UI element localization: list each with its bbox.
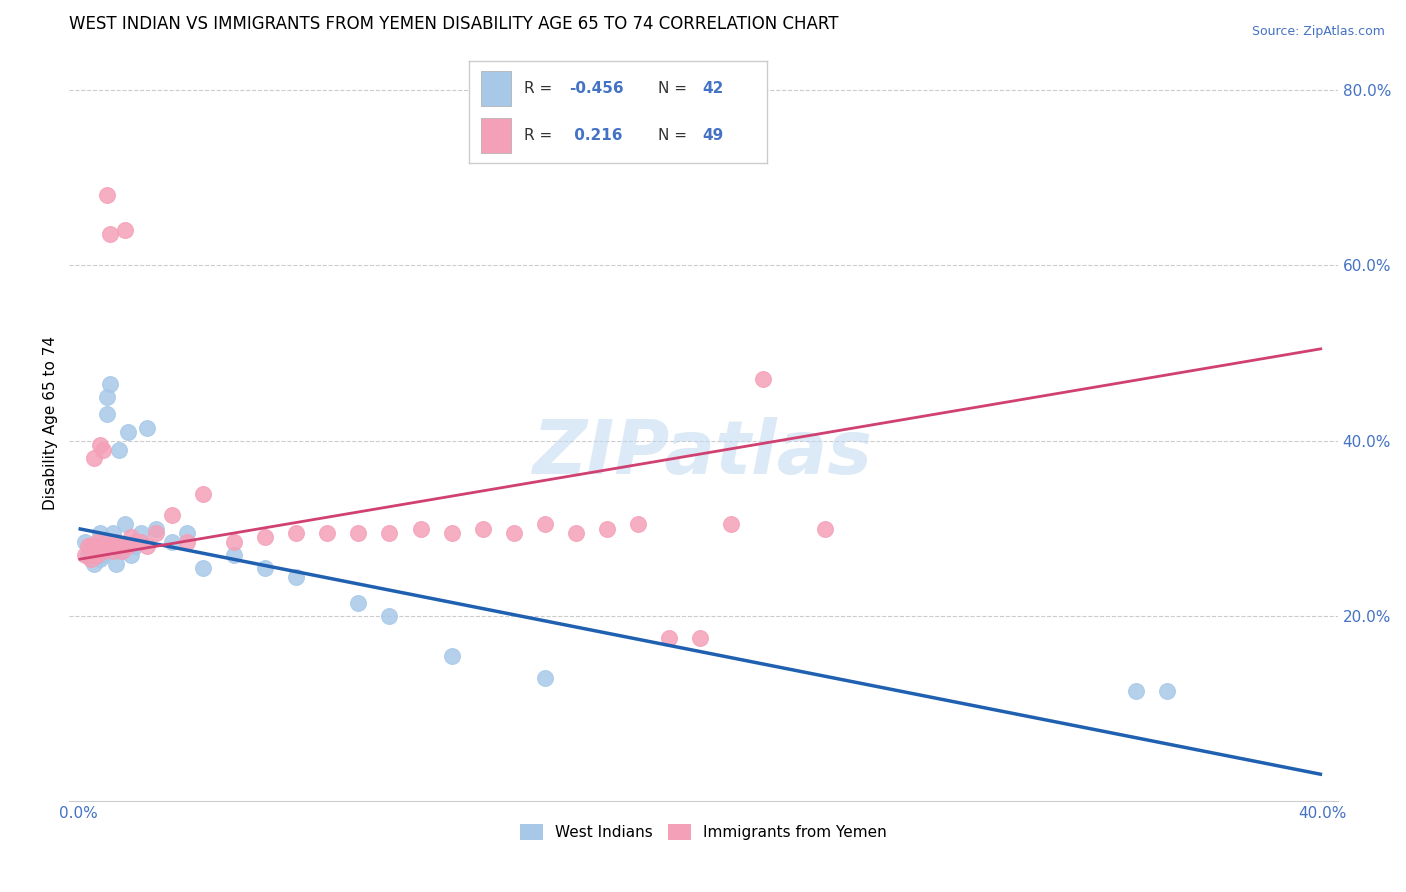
Point — [108, 539, 131, 553]
Point — [80, 552, 103, 566]
Point — [596, 522, 619, 536]
Point — [689, 632, 711, 646]
Text: WEST INDIAN VS IMMIGRANTS FROM YEMEN DISABILITY AGE 65 TO 74 CORRELATION CHART: WEST INDIAN VS IMMIGRANTS FROM YEMEN DIS… — [69, 15, 839, 33]
Point — [89, 552, 111, 566]
Point — [145, 526, 167, 541]
Point — [98, 539, 121, 553]
Point — [83, 451, 105, 466]
Point — [111, 543, 134, 558]
Point — [89, 539, 111, 553]
Point — [751, 372, 773, 386]
Point — [83, 548, 105, 562]
Point — [316, 526, 339, 541]
Point — [254, 531, 277, 545]
Point — [77, 539, 100, 553]
Point — [117, 425, 139, 439]
Point — [440, 526, 463, 541]
Point — [101, 543, 124, 558]
Point — [120, 548, 142, 562]
Point — [440, 648, 463, 663]
Point — [96, 188, 118, 202]
Point — [222, 534, 245, 549]
Point — [1125, 684, 1147, 698]
Point — [378, 526, 401, 541]
Legend: West Indians, Immigrants from Yemen: West Indians, Immigrants from Yemen — [513, 818, 893, 847]
Point — [534, 671, 557, 685]
Point — [136, 420, 159, 434]
Point — [80, 552, 103, 566]
Point — [627, 517, 650, 532]
Point — [83, 539, 105, 553]
Point — [98, 539, 121, 553]
Point — [176, 526, 198, 541]
Point — [658, 632, 681, 646]
Point — [471, 522, 494, 536]
Point — [98, 227, 121, 242]
Point — [285, 526, 308, 541]
Point — [129, 534, 152, 549]
Point — [93, 442, 115, 457]
Point — [502, 526, 524, 541]
Point — [254, 561, 277, 575]
Point — [96, 390, 118, 404]
Point — [191, 486, 214, 500]
Point — [96, 408, 118, 422]
Point — [160, 534, 183, 549]
Point — [378, 609, 401, 624]
Point — [89, 438, 111, 452]
Point — [534, 517, 557, 532]
Point — [108, 543, 131, 558]
Point — [347, 596, 370, 610]
Point — [145, 522, 167, 536]
Point — [98, 376, 121, 391]
Point — [814, 522, 837, 536]
Point — [720, 517, 742, 532]
Point — [77, 548, 100, 562]
Point — [80, 539, 103, 553]
Point — [83, 557, 105, 571]
Point — [222, 548, 245, 562]
Point — [73, 534, 96, 549]
Point — [73, 548, 96, 562]
Point — [89, 526, 111, 541]
Point — [108, 442, 131, 457]
Point — [86, 543, 108, 558]
Point — [104, 534, 127, 549]
Point — [80, 548, 103, 562]
Point — [409, 522, 432, 536]
Point — [101, 526, 124, 541]
Y-axis label: Disability Age 65 to 74: Disability Age 65 to 74 — [44, 336, 58, 510]
Point — [86, 548, 108, 562]
Text: ZIPatlas: ZIPatlas — [533, 417, 873, 490]
Point — [111, 543, 134, 558]
Point — [124, 539, 146, 553]
Point — [120, 531, 142, 545]
Point — [191, 561, 214, 575]
Point — [104, 539, 127, 553]
Point — [129, 526, 152, 541]
Point — [124, 534, 146, 549]
Point — [347, 526, 370, 541]
Point — [93, 539, 115, 553]
Point — [176, 534, 198, 549]
Point — [1156, 684, 1178, 698]
Point — [96, 534, 118, 549]
Point — [104, 557, 127, 571]
Point — [86, 534, 108, 549]
Point — [93, 548, 115, 562]
Point — [93, 543, 115, 558]
Point — [136, 539, 159, 553]
Point — [285, 570, 308, 584]
Point — [117, 539, 139, 553]
Text: Source: ZipAtlas.com: Source: ZipAtlas.com — [1251, 25, 1385, 38]
Point — [86, 548, 108, 562]
Point — [114, 517, 136, 532]
Point — [83, 543, 105, 558]
Point — [114, 223, 136, 237]
Point — [565, 526, 588, 541]
Point — [160, 508, 183, 523]
